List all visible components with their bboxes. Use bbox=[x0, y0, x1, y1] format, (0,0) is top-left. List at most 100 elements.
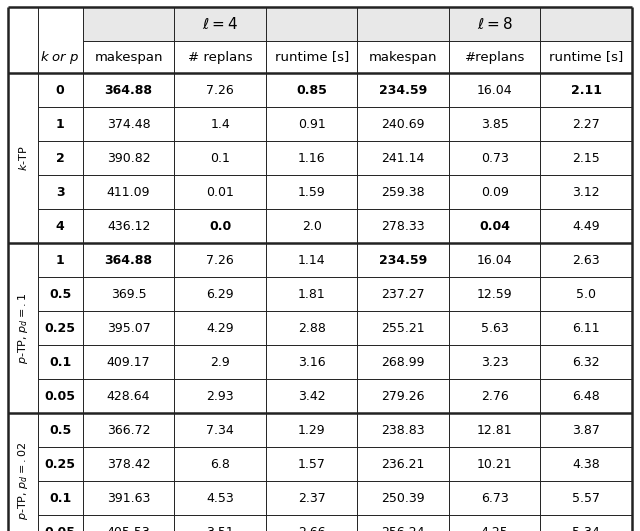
Text: 3.51: 3.51 bbox=[206, 526, 234, 531]
Text: 0.01: 0.01 bbox=[206, 185, 234, 199]
Text: 6.29: 6.29 bbox=[206, 287, 234, 301]
Bar bbox=[83, 7, 632, 41]
Text: 0.73: 0.73 bbox=[481, 151, 509, 165]
Text: $p$-TP, $p_d = .1$: $p$-TP, $p_d = .1$ bbox=[16, 293, 30, 364]
Text: 4.29: 4.29 bbox=[206, 321, 234, 335]
Text: 278.33: 278.33 bbox=[381, 219, 425, 233]
Text: $k$-TP: $k$-TP bbox=[17, 145, 29, 171]
Text: 2.9: 2.9 bbox=[210, 355, 230, 369]
Text: 3: 3 bbox=[56, 185, 65, 199]
Text: 3.23: 3.23 bbox=[481, 355, 509, 369]
Text: 236.21: 236.21 bbox=[381, 458, 425, 470]
Text: 364.88: 364.88 bbox=[104, 83, 152, 97]
Text: 2.15: 2.15 bbox=[572, 151, 600, 165]
Text: 279.26: 279.26 bbox=[381, 390, 425, 402]
Text: 1.14: 1.14 bbox=[298, 253, 326, 267]
Text: 255.21: 255.21 bbox=[381, 321, 425, 335]
Text: 2.27: 2.27 bbox=[572, 117, 600, 131]
Text: 4.49: 4.49 bbox=[572, 219, 600, 233]
Text: 0.25: 0.25 bbox=[45, 458, 76, 470]
Text: 1.81: 1.81 bbox=[298, 287, 326, 301]
Text: 6.32: 6.32 bbox=[572, 355, 600, 369]
Text: 1.16: 1.16 bbox=[298, 151, 326, 165]
Text: 4: 4 bbox=[56, 219, 65, 233]
Text: 240.69: 240.69 bbox=[381, 117, 425, 131]
Text: $p$-TP, $p_d = .02$: $p$-TP, $p_d = .02$ bbox=[16, 442, 30, 520]
Text: 0.04: 0.04 bbox=[479, 219, 510, 233]
Text: 16.04: 16.04 bbox=[477, 253, 513, 267]
Text: 4.53: 4.53 bbox=[206, 492, 234, 504]
Text: #replans: #replans bbox=[465, 50, 525, 64]
Text: 0.5: 0.5 bbox=[49, 287, 71, 301]
Text: 7.26: 7.26 bbox=[206, 253, 234, 267]
Text: 2.93: 2.93 bbox=[206, 390, 234, 402]
Text: 2.37: 2.37 bbox=[298, 492, 326, 504]
Text: 5.57: 5.57 bbox=[572, 492, 600, 504]
Text: 1.29: 1.29 bbox=[298, 424, 326, 436]
Text: 1.59: 1.59 bbox=[298, 185, 326, 199]
Text: 0.05: 0.05 bbox=[45, 526, 76, 531]
Text: runtime [s]: runtime [s] bbox=[549, 50, 623, 64]
Text: 2.66: 2.66 bbox=[298, 526, 326, 531]
Text: 428.64: 428.64 bbox=[107, 390, 150, 402]
Text: # replans: # replans bbox=[188, 50, 252, 64]
Text: 364.88: 364.88 bbox=[104, 253, 152, 267]
Text: 2.11: 2.11 bbox=[571, 83, 602, 97]
Text: 391.63: 391.63 bbox=[107, 492, 150, 504]
Text: 2: 2 bbox=[56, 151, 65, 165]
Text: 16.04: 16.04 bbox=[477, 83, 513, 97]
Text: 0.09: 0.09 bbox=[481, 185, 509, 199]
Text: 3.42: 3.42 bbox=[298, 390, 326, 402]
Text: 2.88: 2.88 bbox=[298, 321, 326, 335]
Text: 2.76: 2.76 bbox=[481, 390, 509, 402]
Text: 5.0: 5.0 bbox=[576, 287, 596, 301]
Text: 0.0: 0.0 bbox=[209, 219, 231, 233]
Text: 0.1: 0.1 bbox=[49, 492, 71, 504]
Text: 0.25: 0.25 bbox=[45, 321, 76, 335]
Text: 0.05: 0.05 bbox=[45, 390, 76, 402]
Text: 436.12: 436.12 bbox=[107, 219, 150, 233]
Text: 5.63: 5.63 bbox=[481, 321, 509, 335]
Text: 0.5: 0.5 bbox=[49, 424, 71, 436]
Text: makespan: makespan bbox=[94, 50, 163, 64]
Text: 250.39: 250.39 bbox=[381, 492, 425, 504]
Text: 5.34: 5.34 bbox=[572, 526, 600, 531]
Text: 390.82: 390.82 bbox=[107, 151, 150, 165]
Text: 12.81: 12.81 bbox=[477, 424, 513, 436]
Text: 256.24: 256.24 bbox=[381, 526, 425, 531]
Text: 374.48: 374.48 bbox=[107, 117, 150, 131]
Text: 6.11: 6.11 bbox=[572, 321, 600, 335]
Text: 234.59: 234.59 bbox=[379, 253, 428, 267]
Text: 0.1: 0.1 bbox=[49, 355, 71, 369]
Text: 411.09: 411.09 bbox=[107, 185, 150, 199]
Text: 1: 1 bbox=[56, 253, 65, 267]
Text: 7.34: 7.34 bbox=[206, 424, 234, 436]
Text: 3.85: 3.85 bbox=[481, 117, 509, 131]
Text: 1.57: 1.57 bbox=[298, 458, 326, 470]
Text: 405.53: 405.53 bbox=[107, 526, 150, 531]
Text: 6.8: 6.8 bbox=[210, 458, 230, 470]
Text: 1.4: 1.4 bbox=[210, 117, 230, 131]
Text: 0.91: 0.91 bbox=[298, 117, 326, 131]
Text: 6.48: 6.48 bbox=[572, 390, 600, 402]
Text: 1: 1 bbox=[56, 117, 65, 131]
Text: 409.17: 409.17 bbox=[107, 355, 150, 369]
Text: 3.16: 3.16 bbox=[298, 355, 326, 369]
Text: makespan: makespan bbox=[369, 50, 437, 64]
Text: 10.21: 10.21 bbox=[477, 458, 513, 470]
Text: 12.59: 12.59 bbox=[477, 287, 513, 301]
Text: 268.99: 268.99 bbox=[381, 355, 425, 369]
Text: 0.1: 0.1 bbox=[210, 151, 230, 165]
Text: 395.07: 395.07 bbox=[107, 321, 150, 335]
Text: 4.25: 4.25 bbox=[481, 526, 509, 531]
Text: 0.85: 0.85 bbox=[296, 83, 327, 97]
Text: 6.73: 6.73 bbox=[481, 492, 509, 504]
Text: 237.27: 237.27 bbox=[381, 287, 425, 301]
Text: $\ell = 8$: $\ell = 8$ bbox=[477, 16, 513, 32]
Text: 378.42: 378.42 bbox=[107, 458, 150, 470]
Text: 3.12: 3.12 bbox=[572, 185, 600, 199]
Text: 369.5: 369.5 bbox=[111, 287, 147, 301]
Text: 3.87: 3.87 bbox=[572, 424, 600, 436]
Text: 4.38: 4.38 bbox=[572, 458, 600, 470]
Text: 366.72: 366.72 bbox=[107, 424, 150, 436]
